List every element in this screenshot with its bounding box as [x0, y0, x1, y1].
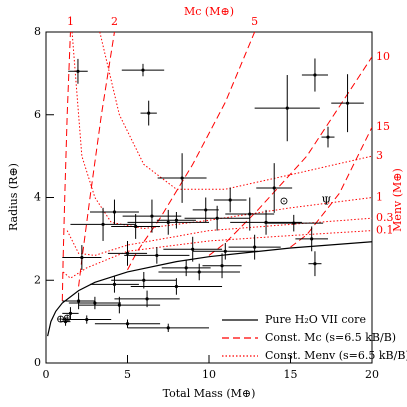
- data-point: [310, 237, 314, 241]
- y-tick-label: 2: [34, 273, 41, 286]
- data-point: [215, 216, 219, 220]
- data-point: [125, 322, 130, 326]
- top-axis-label: Mc (M⊕): [184, 5, 234, 18]
- data-point: [147, 111, 151, 115]
- curve: [47, 241, 372, 337]
- curve-label: 3: [376, 149, 383, 162]
- curve: [127, 32, 256, 271]
- curve-label: 1: [67, 15, 74, 28]
- data-point: [145, 297, 149, 301]
- planet-symbol: ⊕: [63, 311, 72, 324]
- data-point: [101, 222, 105, 226]
- data-point: [85, 317, 89, 322]
- data-point: [272, 186, 276, 190]
- data-point: [142, 278, 146, 282]
- data-point: [326, 135, 330, 139]
- curve-label: 1: [376, 191, 383, 204]
- legend-label: Pure H₂O VII core: [265, 313, 366, 326]
- data-point: [166, 326, 170, 330]
- curve: [66, 217, 372, 256]
- y-tick-label: 4: [34, 191, 41, 204]
- data-point: [228, 198, 232, 202]
- legend-label: Const. Mc (s=6.5 kB/B): [265, 331, 396, 344]
- data-point: [204, 208, 208, 212]
- curve: [61, 32, 71, 301]
- x-tick-label: 15: [284, 368, 298, 381]
- curve-label: 10: [376, 50, 390, 63]
- curve-label: 0.3: [376, 211, 394, 224]
- data-point: [68, 311, 73, 315]
- data-point: [197, 270, 201, 274]
- plot: [47, 32, 372, 337]
- data-point: [313, 73, 317, 77]
- data-point: [166, 220, 170, 224]
- planet-symbol: Ψ: [322, 195, 332, 208]
- data-point: [155, 253, 159, 258]
- data-point: [253, 245, 257, 249]
- x-tick-label: 0: [43, 368, 50, 381]
- x-axis-label: Total Mass (M⊕): [163, 387, 256, 400]
- data-point: [80, 255, 84, 260]
- y-axis-label: Radius (R⊕): [7, 163, 20, 231]
- data-point: [93, 301, 97, 305]
- data-point: [125, 251, 130, 255]
- data-point: [313, 262, 317, 266]
- data-point: [77, 299, 81, 303]
- planet-symbol: ⊕: [56, 313, 65, 326]
- x-tick-label: 20: [365, 368, 379, 381]
- planet-symbol: ⊙: [279, 195, 288, 208]
- data-point: [76, 69, 80, 73]
- data-point: [191, 247, 195, 251]
- data-point: [112, 282, 117, 286]
- data-point: [134, 224, 138, 229]
- curve-label: 5: [251, 15, 258, 28]
- data-point: [220, 264, 224, 268]
- curve: [290, 126, 372, 248]
- x-tick-label: 5: [124, 368, 131, 381]
- data-point: [117, 303, 121, 307]
- data-point: [248, 212, 252, 216]
- data-point: [345, 101, 350, 105]
- data-point: [112, 210, 117, 214]
- curve: [71, 32, 372, 230]
- curve: [62, 230, 372, 279]
- x-tick-label: 10: [202, 368, 216, 381]
- curve-label: 2: [111, 15, 118, 28]
- curve: [208, 56, 372, 256]
- data-point: [174, 218, 178, 222]
- data-point: [223, 249, 227, 253]
- data-point: [141, 68, 145, 72]
- data-point: [174, 284, 178, 289]
- right-axis-label: Menv (M⊕): [391, 168, 404, 232]
- y-tick-label: 8: [34, 25, 41, 38]
- legend-label: Const. Menv (s=6.5 kB/B): [265, 349, 407, 362]
- curve-label: 0.1: [376, 224, 394, 237]
- curve-label: 15: [376, 120, 390, 133]
- curve: [99, 32, 372, 190]
- data-point: [184, 266, 188, 270]
- y-tick-label: 6: [34, 108, 41, 121]
- data-point: [285, 106, 289, 110]
- data-point: [63, 320, 68, 324]
- y-tick-label: 0: [34, 356, 41, 369]
- data-point: [180, 176, 184, 180]
- data-point: [292, 221, 296, 225]
- curve: [78, 32, 115, 287]
- data-point: [150, 214, 154, 218]
